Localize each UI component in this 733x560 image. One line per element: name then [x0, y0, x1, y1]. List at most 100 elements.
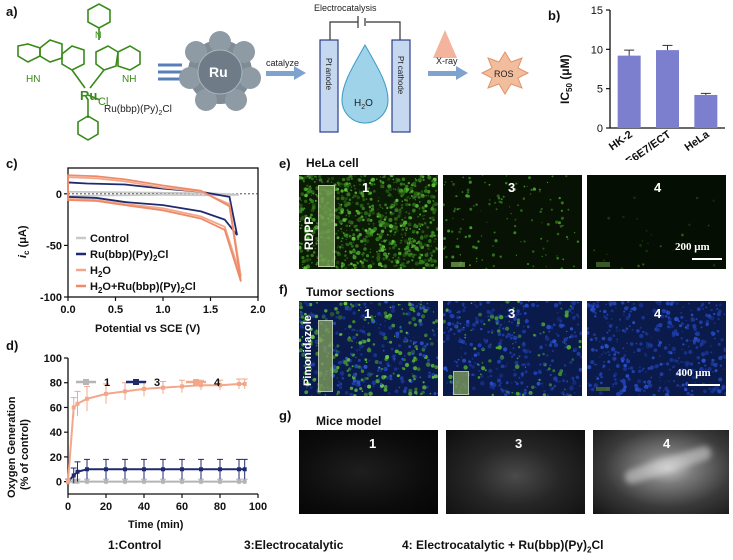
- cell-dot: [368, 391, 373, 396]
- cell-dot: [429, 251, 433, 255]
- cell-dot: [370, 318, 374, 321]
- cell-dot: [372, 225, 375, 227]
- cell-dot: [526, 185, 528, 187]
- cell-dot: [309, 228, 312, 230]
- cell-dot: [470, 329, 472, 332]
- cell-dot: [595, 306, 598, 309]
- oxygen-xtick-label: 100: [249, 501, 267, 513]
- cell-dot: [644, 352, 646, 354]
- cell-dot: [337, 247, 338, 249]
- cell-dot: [497, 378, 501, 383]
- cell-dot: [558, 380, 561, 383]
- cell-dot: [345, 229, 348, 232]
- cell-dot: [524, 303, 529, 308]
- cell-dot: [480, 374, 484, 378]
- cell-dot: [622, 382, 627, 386]
- cell-dot: [371, 260, 373, 262]
- mice-num-1: 1: [369, 436, 377, 451]
- cell-dot: [385, 361, 390, 366]
- cell-dot: [347, 220, 352, 224]
- cell-dot: [509, 351, 512, 353]
- cell-dot: [335, 250, 338, 254]
- cell-dot: [356, 219, 358, 221]
- cell-dot: [299, 249, 304, 253]
- cell-dot: [368, 359, 371, 362]
- cell-dot: [574, 392, 576, 394]
- cell-dot: [371, 380, 377, 386]
- cell-dot: [394, 188, 397, 191]
- cell-dot: [549, 364, 552, 367]
- cell-dot: [699, 366, 704, 372]
- cell-dot: [610, 309, 614, 313]
- cell-dot: [427, 175, 432, 180]
- oxygen-ytick-label: 60: [50, 402, 62, 414]
- cell-dot: [342, 246, 344, 249]
- cell-dot: [629, 342, 634, 346]
- cell-dot: [359, 329, 363, 333]
- cell-dot: [504, 316, 507, 318]
- cell-dot: [617, 351, 620, 354]
- cell-dot: [671, 346, 677, 352]
- cell-dot: [371, 211, 375, 215]
- cell-dot: [681, 330, 683, 333]
- cell-dot: [715, 304, 718, 307]
- cell-dot: [388, 193, 392, 197]
- oxygen-point: [75, 401, 80, 406]
- cell-dot: [364, 243, 367, 246]
- cell-dot: [681, 348, 683, 350]
- pt-anode: [319, 39, 339, 133]
- cell-dot: [347, 185, 349, 187]
- cell-dot: [688, 223, 691, 226]
- cell-dot: [521, 329, 526, 334]
- cell-dot: [385, 355, 390, 359]
- panel-c-label: c): [6, 156, 18, 171]
- ic50-ylabel: IC50 (μM): [558, 54, 574, 104]
- cell-dot: [304, 175, 308, 179]
- cell-dot: [695, 318, 698, 321]
- cell-dot: [475, 316, 478, 319]
- cell-dot: [604, 344, 609, 349]
- cell-dot: [560, 201, 564, 205]
- cell-dot: [414, 390, 418, 395]
- cell-dot: [403, 220, 407, 225]
- cell-dot: [571, 385, 573, 387]
- electrocatalysis-label: Electrocatalysis: [314, 3, 377, 13]
- cell-dot: [377, 213, 381, 217]
- cell-dot: [360, 378, 364, 382]
- cell-dot: [506, 217, 508, 220]
- cell-dot: [418, 244, 422, 248]
- cell-dot: [377, 197, 380, 199]
- cell-dot: [400, 206, 404, 210]
- cell-dot: [468, 234, 471, 238]
- cell-dot: [487, 318, 491, 322]
- cell-dot: [601, 336, 606, 341]
- cell-dot: [555, 220, 559, 224]
- cell-dot: [350, 177, 353, 180]
- cell-dot: [349, 250, 353, 255]
- cell-dot: [341, 177, 346, 182]
- cell-dot: [453, 207, 457, 211]
- cell-dot: [333, 368, 339, 374]
- cell-dot: [391, 196, 393, 198]
- cell-dot: [487, 301, 491, 304]
- cell-dot: [601, 353, 603, 356]
- cell-dot: [607, 350, 610, 354]
- cell-dot: [603, 361, 606, 363]
- cell-dot: [359, 260, 362, 263]
- cell-dot: [527, 301, 530, 303]
- cell-dot: [598, 340, 601, 343]
- cell-dot: [427, 239, 432, 244]
- cell-dot: [622, 313, 625, 316]
- cell-dot: [556, 256, 559, 260]
- cell-dot: [389, 211, 392, 214]
- cell-dot: [395, 228, 398, 230]
- cell-dot: [637, 264, 640, 268]
- cell-dot: [617, 363, 619, 365]
- cell-dot: [708, 301, 711, 305]
- cv-xtick-label: 1.0: [155, 304, 170, 316]
- cell-dot: [565, 343, 568, 345]
- cell-dot: [468, 360, 472, 364]
- mice-num-4: 4: [663, 436, 671, 451]
- cell-dot: [356, 237, 360, 241]
- cell-dot: [702, 308, 705, 310]
